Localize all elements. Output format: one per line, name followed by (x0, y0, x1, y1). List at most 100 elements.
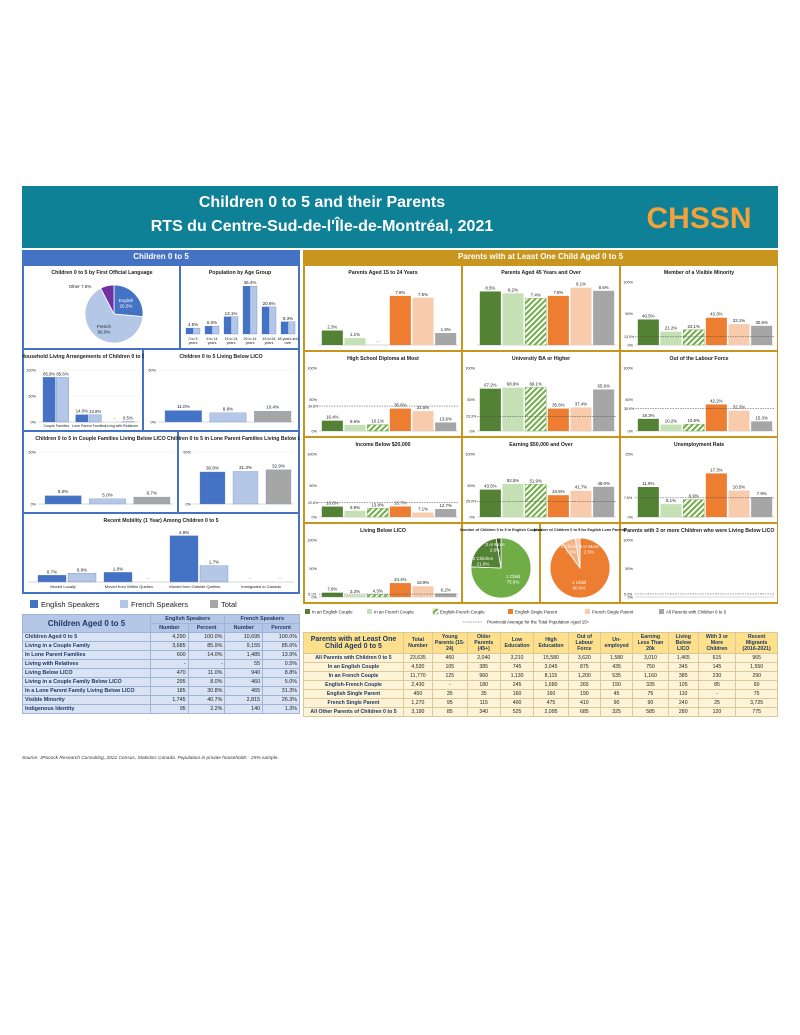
table-cell: 10,695 (224, 632, 264, 642)
p_age15_24-bar (412, 297, 434, 345)
table-row: All Parents with Children 0 to 5 23,635 46… (303, 653, 778, 663)
p_hs-value-label: 16.4% (326, 415, 339, 420)
provincial-average-label: 13.0% (624, 335, 635, 339)
p_unemp-bar (637, 487, 659, 517)
p_hs-value-label: 10.1% (371, 419, 384, 424)
row-label: In an French Couple (303, 671, 404, 681)
p_minority-value-label: 24.1% (687, 324, 700, 329)
table-cell: 100.0% (187, 632, 226, 642)
col-header: Percent (262, 623, 300, 633)
legend-swatch (508, 609, 513, 614)
lico-value-label: 8.8% (223, 406, 233, 411)
legend-label: In an French Couple (374, 610, 414, 615)
mobility-value-label: 0.9% (77, 567, 87, 572)
table-cell: 2.2% (187, 704, 226, 714)
p_earn50-value-label: 48.0% (597, 481, 610, 486)
table-cell: 3,725 (735, 698, 778, 708)
p_unemp-bar (660, 504, 682, 517)
p_lico-bar (321, 592, 343, 597)
pie-couples-label: 3 or More (485, 542, 505, 547)
table-cell: 685 (567, 707, 602, 717)
parents-table: Parents with at Least One Child Aged 0 t… (303, 632, 778, 717)
p_unemp-bar (728, 490, 750, 517)
table-cell: 230 (697, 671, 737, 681)
age-value-label: 36.4% (244, 280, 257, 285)
table-cell: 450 (403, 689, 433, 699)
p_lico-value-label: 7.6% (327, 587, 337, 592)
p_earn50-bar (547, 495, 569, 517)
p_univ-value-label: 69.1% (529, 381, 542, 386)
lone-lico-value-label: 32.9% (272, 463, 285, 468)
p_age15_24-value-label: 1.9% (441, 327, 451, 332)
pie-lone-slice (574, 537, 581, 569)
table-cell: 535 (600, 671, 634, 681)
y-tick: 100% (307, 453, 317, 457)
table-cell: 85 (431, 707, 468, 717)
p_minority-bar (728, 324, 750, 345)
row-label: English Single Parent (303, 689, 404, 699)
p_unemp-bar (751, 497, 773, 517)
p_olf-value-label: 32.3% (733, 405, 746, 410)
lico-bar (254, 411, 292, 423)
table-cell: 105 (667, 680, 699, 690)
y-tick: 50% (625, 312, 633, 316)
p_lico-bar (366, 594, 389, 598)
table-cell: 435 (600, 662, 634, 672)
table-cell: 180 (466, 680, 501, 690)
table-cell: 5.0% (262, 677, 300, 687)
table-cell: 0.5% (262, 659, 300, 669)
legend-label: English-French Couple (440, 610, 485, 615)
chart-title: University BA or Higher (512, 356, 570, 362)
lone-lico-bar (199, 471, 226, 505)
chart-title: Parents Aged 45 Years and Over (501, 270, 581, 276)
couple-lico-value-label: 6.7% (147, 491, 157, 496)
chart-title: Children 0 to 5 by First Official Langua… (51, 270, 152, 276)
provincial-average-label: 35.9% (624, 407, 635, 411)
table-row: In Lone Parent Families 600 14.0% 1,485 13.9… (22, 650, 300, 660)
row-label: Living with Relatives (22, 659, 151, 669)
age-bar (242, 285, 251, 335)
table-cell: 470 (150, 668, 189, 678)
y-tick: 50% (467, 484, 475, 488)
table-cell: 35 (466, 689, 501, 699)
p_lico-bar (344, 595, 366, 597)
table-cell: 120 (697, 707, 737, 717)
y-tick: 50% (467, 398, 475, 402)
age-value-label: 4.5% (188, 322, 198, 327)
table-cell: 75 (735, 689, 778, 699)
table-cell: - (431, 680, 468, 690)
left-section-title: Children 0 to 5 (22, 250, 300, 264)
y-tick: 50% (183, 451, 191, 455)
p_unemp-value-label: 5.1% (666, 498, 676, 503)
p_unemp-value-label: 7.9% (757, 491, 767, 496)
p_olf-value-label: 10.9% (687, 418, 700, 423)
y-tick: 50% (309, 398, 317, 402)
p_hs-value-label: 31.5% (417, 405, 430, 410)
lico-value-label: 11.0% (177, 404, 190, 409)
col-header: Percent (187, 623, 226, 633)
legend-label: English Single Parent (515, 610, 558, 615)
age-value-label: 6.0% (207, 320, 217, 325)
p_olf-bar (682, 423, 705, 432)
row-label: Children Aged 0 to 5 (22, 632, 151, 642)
table-cell: 475 (533, 698, 569, 708)
pie-couples-label: 2 Children (473, 556, 494, 561)
row-label: Indigenous Identity (22, 704, 151, 714)
left-legend: English Speakers French Speakers Total (22, 596, 300, 612)
p_inc20-bar (412, 512, 434, 517)
y-tick: 100% (623, 367, 633, 371)
y-tick: 0% (312, 430, 318, 434)
mobility-category: Moved from Outside Quebec (169, 584, 220, 589)
y-tick: 0% (628, 516, 634, 520)
mobility-category: Moved from Within Quebec (105, 584, 153, 589)
table-cell: 2,815 (224, 695, 264, 705)
table-cell: 190 (567, 689, 602, 699)
household-bar (56, 377, 69, 423)
table-cell: 26.3% (262, 695, 300, 705)
age-tick-label: 6 to 14 (207, 337, 218, 341)
y-tick: 50% (148, 369, 156, 373)
table-cell: 3,190 (403, 707, 433, 717)
table-row: English-French Couple 2,430-180 245 1,680 26… (303, 680, 778, 690)
table-cell: 1,270 (403, 698, 433, 708)
p_inc20-bar (389, 506, 411, 517)
